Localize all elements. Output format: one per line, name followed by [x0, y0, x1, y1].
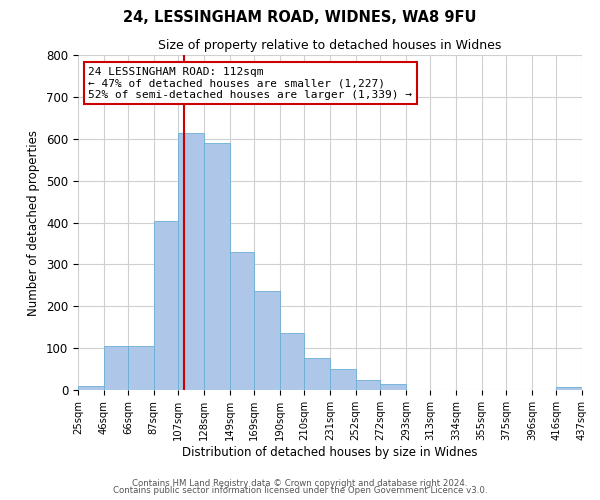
Bar — [78, 386, 104, 390]
Bar — [330, 370, 356, 390]
Text: 24, LESSINGHAM ROAD, WIDNES, WA8 9FU: 24, LESSINGHAM ROAD, WIDNES, WA8 9FU — [123, 10, 477, 25]
X-axis label: Distribution of detached houses by size in Widnes: Distribution of detached houses by size … — [182, 446, 478, 458]
Bar — [178, 133, 204, 390]
Bar — [104, 346, 128, 390]
Bar — [304, 358, 330, 390]
Text: 24 LESSINGHAM ROAD: 112sqm
← 47% of detached houses are smaller (1,227)
52% of s: 24 LESSINGHAM ROAD: 112sqm ← 47% of deta… — [88, 66, 412, 100]
Bar — [280, 333, 304, 390]
Bar — [154, 221, 178, 390]
Bar — [204, 142, 230, 390]
Bar — [556, 386, 582, 390]
Bar — [254, 291, 280, 390]
Y-axis label: Number of detached properties: Number of detached properties — [28, 130, 40, 316]
Bar — [128, 346, 154, 390]
Title: Size of property relative to detached houses in Widnes: Size of property relative to detached ho… — [158, 40, 502, 52]
Bar — [380, 384, 406, 390]
Text: Contains HM Land Registry data © Crown copyright and database right 2024.: Contains HM Land Registry data © Crown c… — [132, 478, 468, 488]
Text: Contains public sector information licensed under the Open Government Licence v3: Contains public sector information licen… — [113, 486, 487, 495]
Bar — [356, 380, 380, 390]
Bar — [230, 252, 254, 390]
